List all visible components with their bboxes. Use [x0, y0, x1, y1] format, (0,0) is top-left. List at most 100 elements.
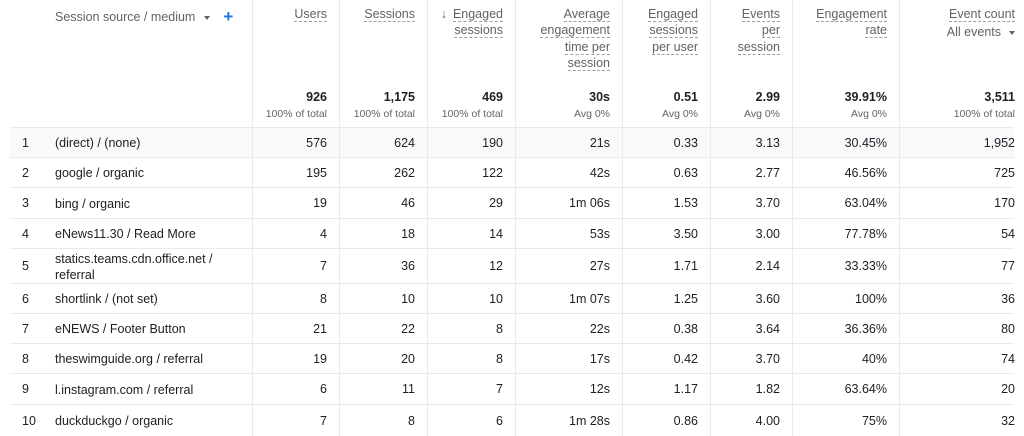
column-header-label[interactable]: Engaged — [647, 7, 698, 22]
source-medium-cell[interactable]: shortlink / (not set) — [55, 291, 158, 307]
source-medium-text[interactable]: (direct) / (none) — [55, 136, 141, 150]
source-medium-cell[interactable]: bing / organic — [55, 196, 130, 212]
row-index: 8 — [22, 351, 29, 366]
column-header-avg_time[interactable]: Average engagement time per session — [510, 6, 610, 72]
row-index: 7 — [22, 321, 29, 336]
dimension-header[interactable]: Session source / medium + — [55, 7, 234, 26]
cell-event_count: 54 — [1001, 226, 1015, 241]
column-header-label[interactable]: sessions — [454, 23, 503, 39]
cell-sessions: 46 — [401, 196, 415, 210]
column-header-label[interactable]: Average — [563, 7, 610, 22]
table-row[interactable]: 2 google / organic 195 262 122 42s 0.63 2.77 46.… — [10, 157, 1015, 187]
total-value: 926 — [306, 90, 327, 104]
arrow-down-icon[interactable]: ↓ — [440, 7, 447, 21]
add-dimension-icon[interactable]: + — [223, 7, 234, 26]
total-subtext: 100% of total — [441, 108, 503, 120]
column-header-label[interactable]: sessions — [649, 23, 698, 39]
table-row[interactable]: 7 eNEWS / Footer Button 21 22 8 22s 0.38 3.64 36… — [10, 313, 1015, 343]
total-value: 1,175 — [383, 90, 415, 104]
source-medium-cell[interactable]: eNews11.30 / Read More — [55, 226, 196, 242]
cell-events_per_session: 3.00 — [755, 226, 780, 241]
cell-event_count: 36 — [1001, 291, 1015, 306]
total-subtext: Avg 0% — [574, 108, 610, 120]
column-header-sessions[interactable]: Sessions — [335, 6, 415, 22]
cell-event_count: 1,952 — [983, 135, 1015, 150]
cell-engaged_sessions: 190 — [482, 135, 503, 150]
cell-engaged_per_user: 0.63 — [673, 165, 698, 180]
column-header-engagement_rate[interactable]: Engagement rate — [787, 6, 887, 39]
column-header-engaged_per_user[interactable]: Engaged sessions per user — [618, 6, 698, 55]
column-header-users[interactable]: Users — [247, 6, 327, 22]
cell-engaged_per_user: 0.42 — [673, 351, 698, 366]
cell-engaged_sessions: 6 — [496, 413, 503, 428]
cell-users: 195 — [306, 165, 327, 180]
cell-engaged_per_user: 1.25 — [673, 291, 698, 306]
source-medium-text[interactable]: l.instagram.com / referral — [55, 382, 194, 397]
chevron-down-icon[interactable] — [204, 15, 211, 20]
table-row[interactable]: 10 duckduckgo / organic 7 8 6 1m 28s 0.86 4.00 7… — [10, 404, 1015, 436]
source-medium-cell[interactable]: (direct) / (none) — [55, 135, 140, 151]
cell-sessions: 20 — [401, 351, 415, 366]
column-header-label[interactable]: Events — [741, 7, 780, 22]
event-name-selector[interactable]: All events — [905, 24, 1015, 40]
column-header-label[interactable]: per user — [652, 39, 698, 55]
table-row[interactable]: 8 theswimguide.org / referral 19 20 8 17s 0.42… — [10, 343, 1015, 373]
cell-avg_time: 1m 28s — [569, 413, 610, 428]
total-subtext: Avg 0% — [851, 108, 887, 120]
source-medium-text[interactable]: bing / organic — [55, 196, 131, 211]
dimension-label[interactable]: Session source / medium — [55, 10, 196, 24]
cell-engagement_rate: 40% — [861, 351, 887, 366]
cell-sessions: 18 — [401, 226, 415, 241]
column-header-label[interactable]: Engagement — [816, 7, 887, 22]
source-medium-cell[interactable]: eNEWS / Footer Button — [55, 321, 186, 337]
cell-engagement_rate: 63.04% — [844, 196, 887, 210]
source-medium-text[interactable]: eNEWS / Footer Button — [55, 322, 186, 336]
column-header-label[interactable]: per — [761, 23, 780, 39]
column-header-event_count[interactable]: Event count All events — [905, 6, 1015, 41]
source-medium-cell[interactable]: google / organic — [55, 165, 144, 181]
cell-sessions: 22 — [401, 321, 415, 336]
table-row[interactable]: 9 l.instagram.com / referral 6 11 7 12s 1.17 1.… — [10, 373, 1015, 404]
column-divider — [427, 0, 428, 436]
table-row[interactable]: 4 eNews11.30 / Read More 4 18 14 53s 3.50 3.00 7… — [10, 218, 1015, 248]
source-medium-text[interactable]: referral — [55, 267, 95, 282]
cell-engagement_rate: 75% — [861, 413, 887, 428]
chevron-down-icon[interactable] — [1009, 31, 1015, 36]
column-header-label[interactable]: Engaged — [452, 7, 503, 22]
column-header-engaged_sessions[interactable]: ↓ Engaged sessions — [423, 6, 503, 39]
column-header-label[interactable]: rate — [865, 23, 887, 39]
event-selector-label[interactable]: All events — [946, 25, 1001, 40]
source-medium-cell[interactable]: l.instagram.com / referral — [55, 382, 193, 398]
cell-engaged_sessions: 12 — [489, 259, 503, 273]
column-header-label[interactable]: Sessions — [364, 7, 415, 22]
source-medium-text[interactable]: duckduckgo / organic — [55, 414, 174, 428]
table-row[interactable]: 5 statics.teams.cdn.office.net / referral 7… — [10, 248, 1015, 283]
table-row[interactable]: 6 shortlink / (not set) 8 10 10 1m 07s 1.25 3.6… — [10, 283, 1015, 313]
source-medium-cell[interactable]: duckduckgo / organic — [55, 413, 173, 429]
source-medium-text[interactable]: eNews11.30 / Read More — [55, 227, 196, 241]
row-index: 5 — [22, 259, 29, 273]
cell-engagement_rate: 63.64% — [844, 382, 887, 396]
table-row[interactable]: 1 (direct) / (none) 576 624 190 21s 0.33 3.13 30… — [10, 127, 1015, 157]
column-header-label[interactable]: engagement — [540, 23, 610, 39]
cell-event_count: 20 — [1001, 382, 1015, 396]
column-header-events_per_session[interactable]: Events per session — [705, 6, 780, 55]
cell-engagement_rate: 100% — [855, 291, 887, 306]
source-medium-cell[interactable]: statics.teams.cdn.office.net / referral — [55, 251, 212, 283]
source-medium-text[interactable]: shortlink / (not set) — [55, 292, 158, 306]
cell-avg_time: 27s — [589, 259, 610, 273]
total-value: 469 — [482, 90, 503, 104]
cell-events_per_session: 1.82 — [755, 382, 780, 396]
source-medium-cell[interactable]: theswimguide.org / referral — [55, 351, 203, 367]
source-medium-text[interactable]: google / organic — [55, 166, 144, 180]
column-header-label[interactable]: session — [737, 39, 780, 55]
cell-avg_time: 42s — [589, 165, 610, 180]
source-medium-text[interactable]: statics.teams.cdn.office.net / — [55, 251, 213, 266]
column-header-label[interactable]: Users — [294, 7, 327, 22]
column-header-label[interactable]: session — [567, 56, 610, 72]
column-header-label[interactable]: time per — [564, 39, 610, 55]
source-medium-text[interactable]: theswimguide.org / referral — [55, 352, 203, 366]
cell-avg_time: 53s — [589, 226, 610, 241]
table-row[interactable]: 3 bing / organic 19 46 29 1m 06s 1.53 3.70 63.04… — [10, 187, 1015, 218]
column-header-label[interactable]: Event count — [948, 7, 1015, 22]
